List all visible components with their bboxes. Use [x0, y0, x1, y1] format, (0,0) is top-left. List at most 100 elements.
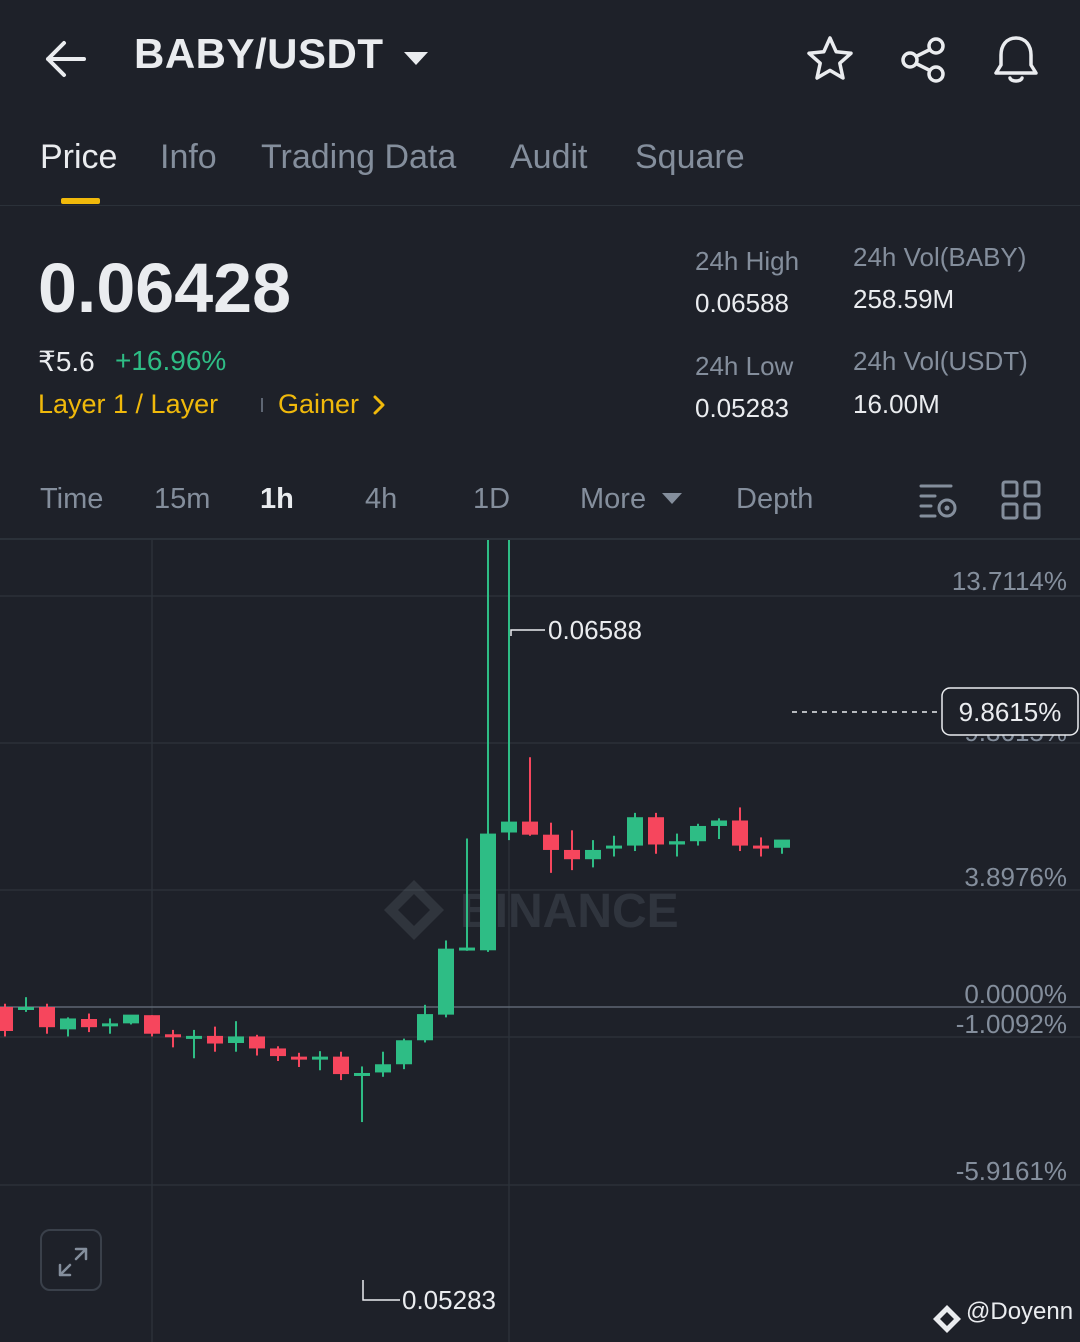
chart-settings-icon[interactable]: [917, 478, 961, 522]
candle-body: [312, 1056, 328, 1060]
caret-down-icon[interactable]: [662, 493, 682, 504]
candle: [0, 1003, 13, 1037]
candle: [774, 839, 790, 854]
candle-body: [291, 1056, 307, 1060]
candle: [144, 1015, 160, 1037]
candle-body: [417, 1014, 433, 1041]
candle: [543, 822, 559, 873]
y-axis-label: -1.0092%: [956, 1009, 1067, 1039]
price-change-percent: +16.96%: [115, 345, 227, 376]
tab-info[interactable]: Info: [160, 138, 217, 176]
candle: [438, 940, 454, 1018]
candle: [291, 1052, 307, 1067]
candle: [81, 1013, 97, 1033]
candle: [669, 833, 685, 857]
candle-body: [480, 833, 496, 951]
binance-logo: [384, 880, 444, 940]
interval-4h[interactable]: 4h: [365, 483, 398, 515]
stat-vol-base-label: 24h Vol(BABY): [853, 242, 1027, 272]
expand-chart-button[interactable]: [40, 1229, 102, 1291]
y-axis-label: -5.9161%: [956, 1156, 1067, 1186]
candle-body: [270, 1048, 286, 1057]
current-change-label: 9.8615%: [959, 697, 1062, 727]
star-icon[interactable]: [802, 32, 858, 88]
candle-body: [438, 948, 454, 1015]
tab-price[interactable]: Price: [40, 138, 118, 176]
candle-body: [543, 834, 559, 850]
y-axis-label: 13.7114%: [952, 566, 1067, 596]
interval-more[interactable]: More: [580, 483, 647, 515]
interval-15m[interactable]: 15m: [154, 483, 211, 515]
candle-body: [186, 1035, 202, 1039]
interval-time[interactable]: Time: [40, 483, 104, 515]
candle: [585, 840, 601, 868]
candle: [711, 818, 727, 840]
bell-icon[interactable]: [988, 30, 1044, 88]
candle: [501, 540, 517, 841]
candle-body: [333, 1056, 349, 1075]
candle-body: [522, 821, 538, 835]
candle-body: [81, 1018, 97, 1028]
candle-body: [396, 1040, 412, 1065]
candlestick-chart[interactable]: BINANCE 13.7114% 9.8615% 3.8976% 0.0000%…: [0, 540, 1080, 1342]
candle-body: [753, 845, 769, 849]
candle-body: [102, 1023, 118, 1027]
y-axis-label: 3.8976%: [964, 862, 1067, 892]
caret-down-icon[interactable]: [404, 52, 428, 65]
interval-1d[interactable]: 1D: [473, 483, 511, 515]
tab-square[interactable]: Square: [635, 138, 745, 176]
candle-body: [501, 821, 517, 833]
candle-body: [375, 1064, 391, 1073]
stat-vol-quote-value: 16.00M: [853, 389, 940, 419]
stat-vol-base-value: 258.59M: [853, 284, 955, 314]
candle-body: [0, 1007, 13, 1031]
candle-body: [144, 1015, 160, 1034]
candle: [375, 1051, 391, 1077]
high-price-marker: 0.06588: [548, 615, 642, 645]
candle-body: [207, 1035, 223, 1044]
candle: [123, 1014, 139, 1025]
tab-audit[interactable]: Audit: [510, 138, 588, 176]
candle-body: [228, 1036, 244, 1043]
candle-body: [627, 817, 643, 846]
divider: [0, 538, 1080, 540]
stat-high-label: 24h High: [695, 246, 800, 276]
candle-body: [18, 1007, 34, 1010]
candle: [60, 1017, 76, 1037]
candle: [354, 1066, 370, 1123]
candle: [333, 1051, 349, 1081]
candle-body: [39, 1007, 55, 1028]
candle-body: [123, 1014, 139, 1024]
candle: [312, 1051, 328, 1071]
tag-separator: [261, 398, 263, 412]
stat-vol-quote-label: 24h Vol(USDT): [853, 346, 1028, 376]
candle: [564, 830, 580, 871]
chevron-right-icon[interactable]: [369, 392, 389, 418]
depth-tab[interactable]: Depth: [736, 483, 814, 515]
author-credit: @Doyenn: [966, 1298, 1074, 1325]
back-arrow-icon[interactable]: [38, 34, 94, 84]
gainer-tag[interactable]: Gainer: [278, 389, 360, 419]
pair-title[interactable]: BABY/USDT: [134, 30, 384, 77]
candle: [606, 835, 622, 857]
candle-body: [165, 1034, 181, 1038]
candle: [753, 837, 769, 857]
candle-body: [732, 820, 748, 846]
candle-body: [648, 817, 664, 845]
candle: [207, 1026, 223, 1052]
interval-1h[interactable]: 1h: [260, 483, 294, 515]
y-axis-label: 0.0000%: [964, 979, 1067, 1009]
candle-body: [564, 849, 580, 860]
candle: [186, 1029, 202, 1059]
candle: [627, 812, 643, 852]
candle-body: [711, 820, 727, 826]
tab-trading-data[interactable]: Trading Data: [261, 138, 457, 176]
share-icon[interactable]: [896, 32, 952, 88]
category-tag[interactable]: Layer 1 / Layer: [38, 389, 219, 419]
candle: [732, 807, 748, 852]
candle-body: [354, 1072, 370, 1076]
layout-grid-icon[interactable]: [999, 478, 1043, 522]
divider: [0, 205, 1080, 206]
candle: [102, 1018, 118, 1034]
fiat-price: ₹5.6: [38, 346, 95, 377]
